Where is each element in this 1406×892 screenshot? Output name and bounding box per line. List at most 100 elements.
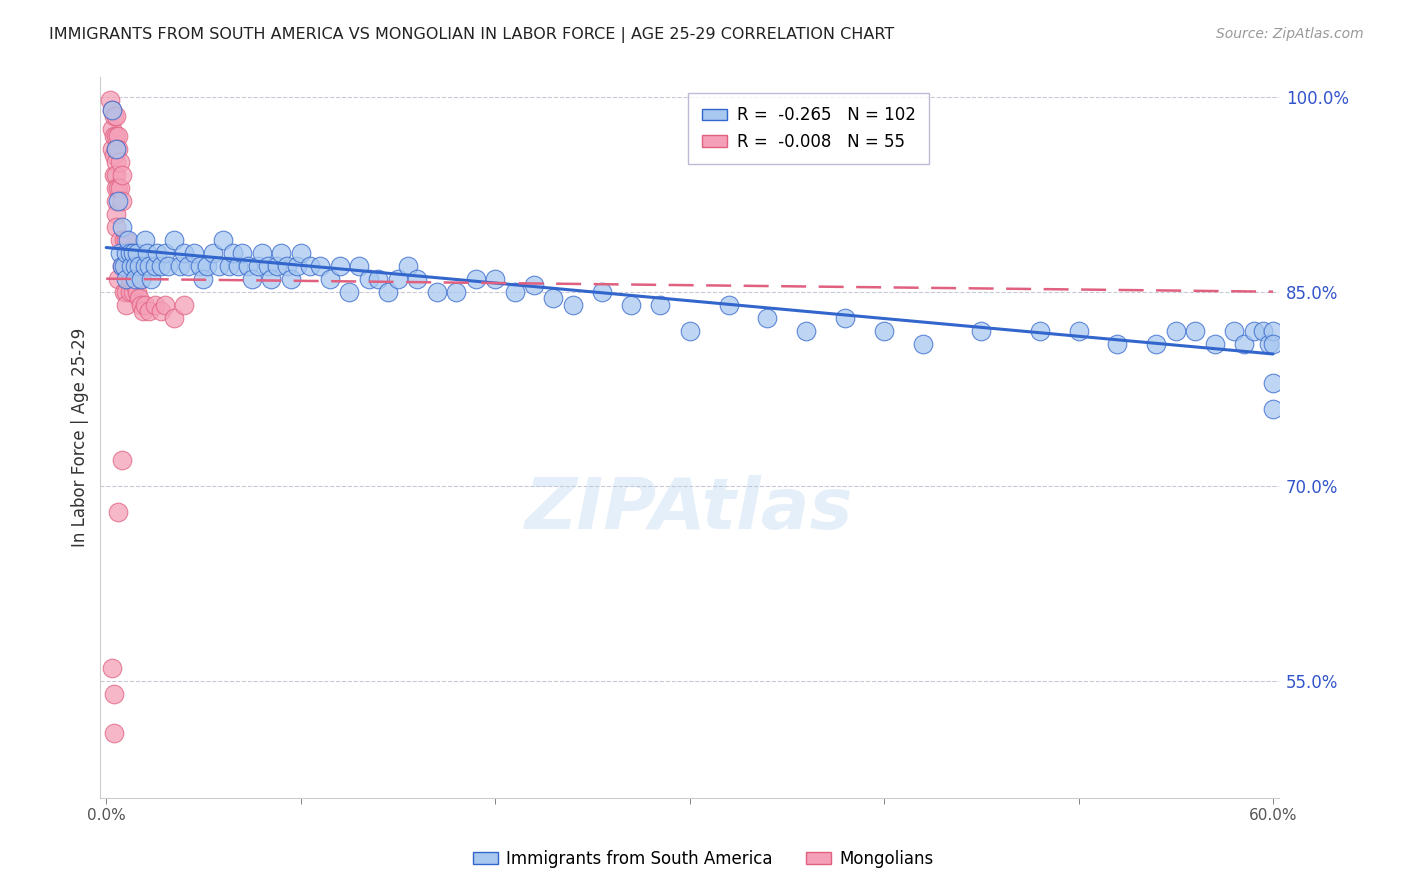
Point xyxy=(111,453,134,467)
Point xyxy=(406,271,429,285)
Point xyxy=(149,304,172,318)
Point xyxy=(290,245,312,260)
Point xyxy=(1223,324,1246,338)
Point xyxy=(128,259,150,273)
Point xyxy=(117,259,139,273)
Point xyxy=(107,194,129,208)
Point xyxy=(426,285,449,299)
Point xyxy=(117,233,139,247)
Point xyxy=(231,245,253,260)
Point xyxy=(149,259,172,273)
Point xyxy=(163,233,186,247)
Point xyxy=(107,181,129,195)
Point xyxy=(169,259,191,273)
Point xyxy=(270,245,292,260)
Point xyxy=(118,271,141,285)
Point xyxy=(620,298,643,312)
Point xyxy=(107,505,129,519)
Point xyxy=(108,245,131,260)
Point xyxy=(1144,336,1167,351)
Point xyxy=(139,271,162,285)
Point xyxy=(256,259,278,273)
Text: ZIPAtlas: ZIPAtlas xyxy=(526,475,853,544)
Point xyxy=(337,285,360,299)
Point xyxy=(367,271,389,285)
Point xyxy=(108,154,131,169)
Point xyxy=(387,271,409,285)
Point xyxy=(104,181,127,195)
Point xyxy=(202,245,225,260)
Point xyxy=(177,259,200,273)
Point xyxy=(127,245,149,260)
Point xyxy=(104,168,127,182)
Point xyxy=(103,109,125,123)
Legend: Immigrants from South America, Mongolians: Immigrants from South America, Mongolian… xyxy=(465,844,941,875)
Point xyxy=(101,122,124,136)
Point xyxy=(834,310,856,325)
Point xyxy=(911,336,934,351)
Point xyxy=(157,259,180,273)
Point xyxy=(103,128,125,143)
Point xyxy=(104,219,127,234)
Point xyxy=(143,259,166,273)
Point xyxy=(112,285,135,299)
Point xyxy=(104,109,127,123)
Point xyxy=(347,259,370,273)
Point xyxy=(138,304,160,318)
Point xyxy=(153,245,176,260)
Point xyxy=(464,271,486,285)
Point xyxy=(218,259,240,273)
Point xyxy=(101,103,124,117)
Point xyxy=(1243,324,1265,338)
Point xyxy=(188,259,211,273)
Point xyxy=(484,271,506,285)
Point xyxy=(280,271,302,285)
Point xyxy=(103,148,125,162)
Point xyxy=(236,259,259,273)
Point xyxy=(153,298,176,312)
Point xyxy=(143,298,166,312)
Point xyxy=(276,259,298,273)
Point xyxy=(1028,324,1050,338)
Point xyxy=(309,259,332,273)
Point xyxy=(329,259,352,273)
Point xyxy=(678,324,700,338)
Point xyxy=(101,661,124,675)
Point xyxy=(114,233,136,247)
Point xyxy=(121,271,143,285)
Point xyxy=(104,207,127,221)
Point xyxy=(357,271,380,285)
Point xyxy=(103,726,125,740)
Point xyxy=(127,285,149,299)
Point xyxy=(104,142,127,156)
Point xyxy=(145,245,167,260)
Text: Source: ZipAtlas.com: Source: ZipAtlas.com xyxy=(1216,27,1364,41)
Point xyxy=(970,324,993,338)
Point xyxy=(173,245,195,260)
Point xyxy=(124,271,146,285)
Point xyxy=(136,245,159,260)
Point xyxy=(561,298,583,312)
Point xyxy=(1067,324,1090,338)
Point xyxy=(246,259,269,273)
Point xyxy=(114,271,136,285)
Point xyxy=(122,285,145,299)
Point xyxy=(756,310,779,325)
Point xyxy=(377,285,399,299)
Point xyxy=(1107,336,1129,351)
Point xyxy=(107,142,129,156)
Point xyxy=(1261,336,1284,351)
Point xyxy=(112,233,135,247)
Point xyxy=(250,245,273,260)
Point xyxy=(240,271,263,285)
Point xyxy=(1253,324,1275,338)
Point xyxy=(134,233,156,247)
Point xyxy=(195,259,218,273)
Point xyxy=(104,194,127,208)
Point xyxy=(1261,376,1284,390)
Point xyxy=(98,93,121,107)
Point xyxy=(503,285,526,299)
Point xyxy=(650,298,672,312)
Point xyxy=(134,298,156,312)
Point xyxy=(543,291,565,305)
